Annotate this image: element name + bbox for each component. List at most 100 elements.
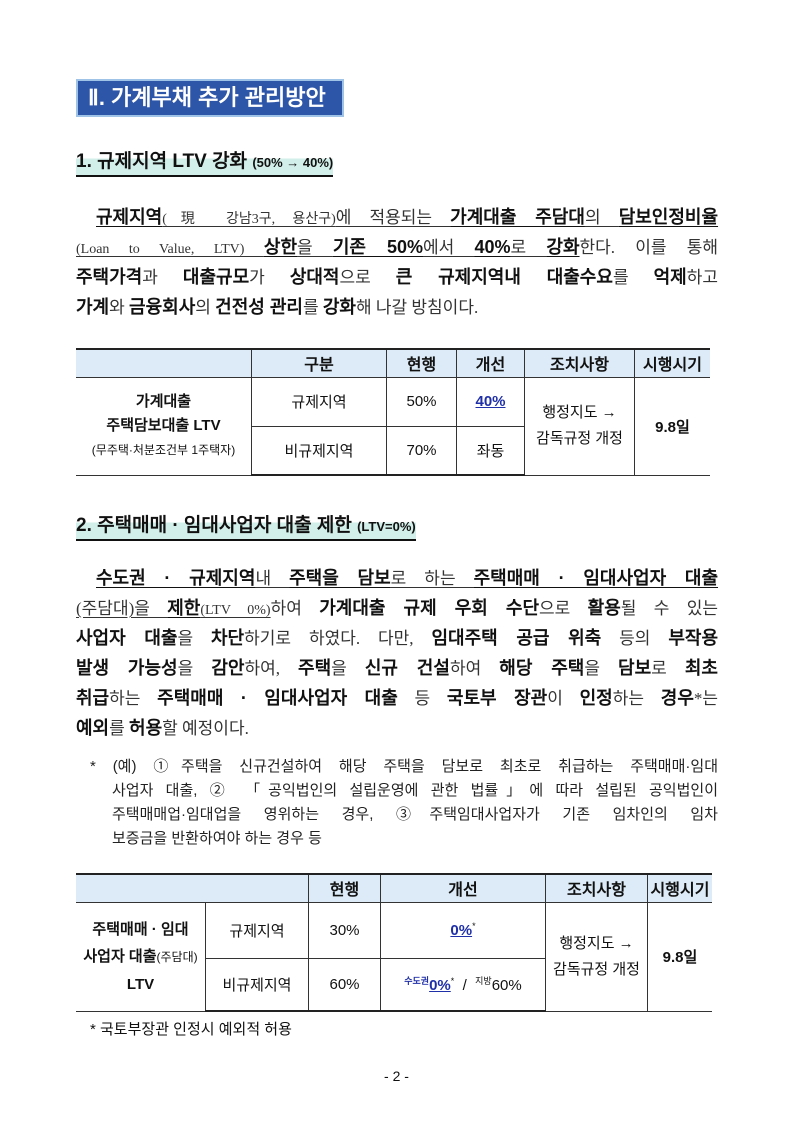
emphasis-text: 담보	[618, 658, 652, 678]
emphasis-text: 가계	[76, 297, 110, 317]
local-label: 지방	[475, 976, 492, 987]
header-current: 현행	[386, 348, 457, 378]
improved-value: 0%	[450, 922, 473, 939]
emphasis-text: 강화	[322, 297, 356, 317]
body-text: (現 강남3구, 용산구)	[162, 212, 336, 227]
body-text: 하기로 하였다. 다만,	[244, 629, 432, 648]
emphasis-text: 규제지역	[96, 207, 163, 227]
body-text: 와	[109, 298, 130, 317]
body-text: 을	[584, 659, 619, 678]
body-text: 될 수 있는	[620, 599, 718, 618]
emphasis-text: 신규 건설	[364, 658, 450, 678]
row-label-line: 주택매매 · 임대	[92, 920, 189, 938]
cell-current: 70%	[386, 425, 457, 476]
body-text: 하고	[686, 268, 718, 287]
emphasis-text: 기존 50%	[332, 237, 423, 257]
ltv-table-1: 구분 현행 개선 조치사항 시행시기 가계대출 주택담보대출 LTV (무주택·…	[76, 348, 710, 476]
emphasis-text: 주택	[298, 658, 332, 678]
ltv-table-2: 현행 개선 조치사항 시행시기 주택매매 · 임대 사업자 대출(주담대) LT…	[76, 873, 712, 1012]
footnote-line: 보증금을 반환하여야 하는 경우 등	[112, 830, 322, 847]
emphasis-text: 주택매매 · 임대사업자 대출	[473, 568, 719, 588]
page-number: - 2 -	[384, 1068, 409, 1084]
header-date: 시행시기	[647, 873, 712, 903]
body-text: 한다. 이를 통해	[579, 238, 719, 257]
body-text: 을	[177, 629, 211, 648]
body-text: 등	[397, 689, 447, 708]
section-2-title: 2. 주택매매 · 임대사업자 대출 제한 (LTV=0%)	[76, 514, 416, 541]
emphasis-text: 부작용	[668, 628, 719, 648]
emphasis-text: 임대주택 공급 위축	[431, 628, 602, 648]
footnote-mark: *	[450, 976, 455, 987]
body-text: 으로	[539, 599, 588, 618]
cell-region: 규제지역	[205, 901, 309, 959]
chapter-title: Ⅱ. 가계부채 추가 관리방안	[76, 79, 344, 117]
row-label-line: 가계대출	[135, 393, 192, 410]
local-value: 60%	[491, 977, 522, 995]
emphasis-text: 큰 규제지역내 대출수요	[395, 267, 613, 287]
body-text: 을	[297, 238, 333, 257]
separator: /	[462, 977, 467, 995]
emphasis-text: 주택을 담보	[289, 568, 391, 588]
body-text: 로	[510, 238, 547, 257]
row-label: 주택매매 · 임대 사업자 대출(주담대) LTV	[76, 901, 206, 1012]
footnote-line: 주택매매업·임대업을 영위하는 경우, ③주택임대사업자가 기존 임차인의 임차	[112, 806, 718, 823]
body-text: 할 예정이다.	[162, 719, 249, 738]
emphasis-text: 국토부 장관	[446, 688, 548, 708]
section-1-title-text: 1. 규제지역 LTV 강화	[76, 151, 248, 172]
body-text: 을	[177, 659, 212, 678]
footnote-line: * (예) ①주택을 신규건설하여 해당 주택을 담보로 최초로 취급하는 주택…	[90, 758, 718, 775]
paragraph-line: 수도권 · 규제지역내 주택을 담보로 하는 주택매매 · 임대사업자 대출	[76, 563, 718, 593]
row-label-note: (주담대)	[156, 949, 198, 964]
cell-region: 규제지역	[251, 376, 387, 427]
emphasis-text: 해당 주택	[499, 658, 585, 678]
cell-improved: 좌동	[456, 425, 525, 476]
cell-current: 30%	[308, 901, 381, 959]
emphasis-text: 가계대출 주담대	[450, 207, 585, 227]
cell-current: 50%	[386, 376, 457, 427]
body-text: 가	[249, 268, 290, 287]
emphasis-text: 대출규모	[182, 267, 250, 287]
action-line: 감독규정 개정	[536, 430, 623, 447]
emphasis-text: 강화	[546, 237, 580, 257]
row-label-line: 주택담보대출 LTV	[106, 417, 221, 434]
action-line: 감독규정 개정	[553, 960, 640, 978]
header-improved: 개선	[456, 348, 525, 378]
emphasis-text: 억제	[653, 267, 687, 287]
header-improved: 개선	[380, 873, 546, 903]
body-text: 의	[584, 208, 619, 227]
emphasis-text: 가계대출 규제 우회 수단	[319, 598, 540, 618]
paragraph-line: 발생 가능성을 감안하여, 주택을 신규 건설하여 해당 주택을 담보로 최초	[76, 653, 718, 683]
body-text: 에서	[423, 238, 475, 257]
metro-label: 수도권	[404, 976, 430, 987]
emphasis-text: 제한	[167, 598, 201, 618]
cell-region: 비규제지역	[205, 957, 309, 1012]
section-1-title-suffix: (50% → 40%)	[252, 155, 334, 170]
emphasis-text: 허용	[129, 718, 163, 738]
paragraph-line: 가계와 금융회사의 건전성 관리를 강화해 나갈 방침이다.	[76, 292, 718, 322]
emphasis-text: 금융회사	[129, 297, 196, 317]
body-text: 내	[255, 569, 290, 588]
section-2-title-text: 2. 주택매매 · 임대사업자 대출 제한	[76, 515, 352, 536]
cell-improved: 40%	[456, 376, 525, 427]
emphasis-text: 취급	[76, 688, 110, 708]
action-line: 행정지도 →	[542, 404, 617, 421]
emphasis-text: 인정	[579, 688, 613, 708]
row-label: 가계대출 주택담보대출 LTV (무주택·처분조건부 1주택자)	[76, 376, 252, 476]
header-current: 현행	[308, 873, 381, 903]
body-text: 과	[142, 268, 183, 287]
emphasis-text: 건전성 관리	[215, 297, 303, 317]
section-1-paragraph: 규제지역(現 강남3구, 용산구)에 적용되는 가계대출 주담대의 담보인정비율…	[76, 202, 718, 322]
header-action: 조치사항	[545, 873, 648, 903]
body-text: 로	[651, 659, 685, 678]
emphasis-text: 주택매매 · 임대사업자 대출	[157, 688, 398, 708]
cell-improved: 0%*	[380, 901, 546, 959]
body-text: 를	[302, 298, 323, 317]
body-text: 에 적용되는	[335, 208, 451, 227]
section-2-title-suffix: (LTV=0%)	[357, 519, 416, 534]
body-text: 를	[612, 268, 654, 287]
body-text: (주담대)을	[76, 599, 168, 618]
body-text: 이	[547, 689, 580, 708]
body-text: (LTV 0%)	[200, 603, 271, 618]
body-text: 하여	[449, 659, 500, 678]
emphasis-text: 경우	[660, 688, 694, 708]
